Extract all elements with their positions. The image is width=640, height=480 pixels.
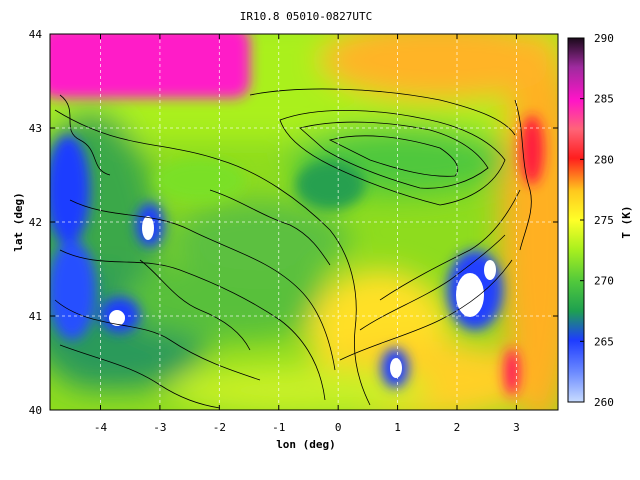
x-tick-label: -1 (272, 421, 285, 434)
x-tick-label: 0 (335, 421, 342, 434)
y-tick-label: 40 (29, 404, 42, 417)
colorbar-tick-label: 285 (594, 93, 614, 106)
heatmap-field (50, 34, 558, 410)
colorbar-tick-label: 260 (594, 396, 614, 409)
colorbar-tick-label: 275 (594, 214, 614, 227)
y-axis: 40 41 42 43 44 (29, 28, 558, 417)
x-tick-label: 3 (513, 421, 520, 434)
colorbar-tick-label: 270 (594, 275, 614, 288)
colorbar-tick-label: 280 (594, 153, 614, 166)
x-tick-label: -3 (153, 421, 166, 434)
x-tick-label: -4 (94, 421, 108, 434)
y-tick-label: 44 (29, 28, 43, 41)
y-tick-label: 43 (29, 122, 42, 135)
x-tick-label: -2 (213, 421, 226, 434)
colorbar-tick-label: 265 (594, 335, 614, 348)
colorbar-axis: 260 265 270 275 280 285 290 (580, 32, 614, 409)
colorbar-title: T (K) (620, 205, 633, 238)
x-axis: -4 -3 -2 -1 0 1 2 3 (94, 34, 520, 434)
chart-title: IR10.8 05010-0827UTC (240, 10, 372, 23)
x-tick-label: 2 (454, 421, 461, 434)
y-axis-title: lat (deg) (12, 192, 25, 252)
y-tick-label: 42 (29, 216, 42, 229)
grid-lines (50, 34, 558, 410)
contour-lines (54, 88, 532, 409)
x-axis-title: lon (deg) (276, 438, 336, 451)
x-tick-label: 1 (394, 421, 401, 434)
y-tick-label: 41 (29, 310, 42, 323)
colorbar-tick-label: 290 (594, 32, 614, 45)
